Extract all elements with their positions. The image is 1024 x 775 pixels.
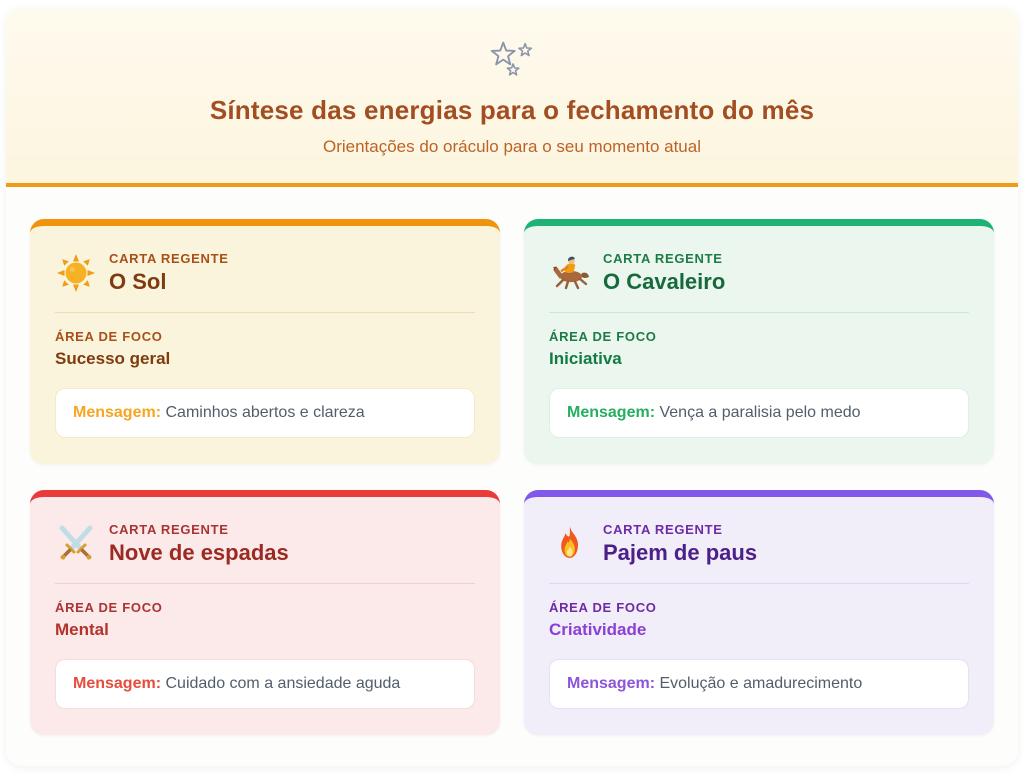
card-header: CARTA REGENTE O Cavaleiro	[549, 251, 969, 295]
focus-value: Iniciativa	[549, 349, 622, 368]
area-de-foco-label: ÁREA DE FOCO	[549, 329, 657, 344]
card-divider	[549, 583, 969, 584]
cards-grid: CARTA REGENTE O Sol ÁREA DE FOCO Sucesso…	[6, 187, 1018, 761]
sparkles-icon	[489, 38, 535, 82]
area-de-foco-label: ÁREA DE FOCO	[55, 329, 163, 344]
area-de-foco-label: ÁREA DE FOCO	[549, 600, 657, 615]
card-header: CARTA REGENTE Pajem de paus	[549, 522, 969, 566]
message-box: Mensagem: Vença a paralisia pelo medo	[549, 388, 969, 438]
card-header: CARTA REGENTE Nove de espadas	[55, 522, 475, 566]
carta-regente-label: CARTA REGENTE	[603, 522, 723, 537]
card-name: O Cavaleiro	[603, 269, 726, 294]
message-box: Mensagem: Cuidado com a ansiedade aguda	[55, 659, 475, 709]
carta-regente-label: CARTA REGENTE	[109, 251, 229, 266]
message-label: Mensagem:	[567, 675, 656, 692]
focus-value: Criatividade	[549, 620, 647, 639]
message-box: Mensagem: Evolução e amadurecimento	[549, 659, 969, 709]
message-text: Cuidado com a ansiedade aguda	[165, 675, 401, 692]
card-name: O Sol	[109, 269, 167, 294]
card-divider	[549, 312, 969, 313]
message-label: Mensagem:	[73, 404, 162, 421]
message-box: Mensagem: Caminhos abertos e clareza	[55, 388, 475, 438]
sun-icon	[55, 252, 97, 294]
page-subtitle: Orientações do oráculo para o seu moment…	[322, 137, 701, 156]
focus-value: Sucesso geral	[55, 349, 171, 368]
card-header-text: CARTA REGENTE Nove de espadas	[109, 522, 289, 566]
card-divider	[55, 312, 475, 313]
card-pajem-de-paus: CARTA REGENTE Pajem de paus ÁREA DE FOCO…	[524, 490, 994, 735]
page-title: Síntese das energias para o fechamento d…	[209, 95, 815, 125]
card-name: Pajem de paus	[603, 540, 758, 565]
card-o-sol: CARTA REGENTE O Sol ÁREA DE FOCO Sucesso…	[30, 219, 500, 464]
card-header-text: CARTA REGENTE Pajem de paus	[603, 522, 757, 566]
message-label: Mensagem:	[73, 675, 162, 692]
carta-regente-label: CARTA REGENTE	[109, 522, 229, 537]
card-o-cavaleiro: CARTA REGENTE O Cavaleiro ÁREA DE FOCO I…	[524, 219, 994, 464]
carta-regente-label: CARTA REGENTE	[603, 251, 723, 266]
oracle-summary-panel: Síntese das energias para o fechamento d…	[6, 8, 1018, 766]
card-header-text: CARTA REGENTE O Cavaleiro	[603, 251, 725, 295]
message-text: Evolução e amadurecimento	[659, 675, 863, 692]
card-divider	[55, 583, 475, 584]
message-text: Vença a paralisia pelo medo	[659, 404, 861, 421]
message-text: Caminhos abertos e clareza	[165, 404, 365, 421]
card-header-text: CARTA REGENTE O Sol	[109, 251, 229, 295]
area-de-foco-label: ÁREA DE FOCO	[55, 600, 163, 615]
card-nove-de-espadas: CARTA REGENTE Nove de espadas ÁREA DE FO…	[30, 490, 500, 735]
panel-header: Síntese das energias para o fechamento d…	[6, 8, 1018, 187]
horse-racing-icon	[549, 252, 591, 294]
focus-value: Mental	[55, 620, 109, 639]
card-name: Nove de espadas	[109, 540, 289, 565]
fire-icon	[549, 523, 591, 565]
message-label: Mensagem:	[567, 404, 656, 421]
card-header: CARTA REGENTE O Sol	[55, 251, 475, 295]
crossed-swords-icon	[55, 523, 97, 565]
